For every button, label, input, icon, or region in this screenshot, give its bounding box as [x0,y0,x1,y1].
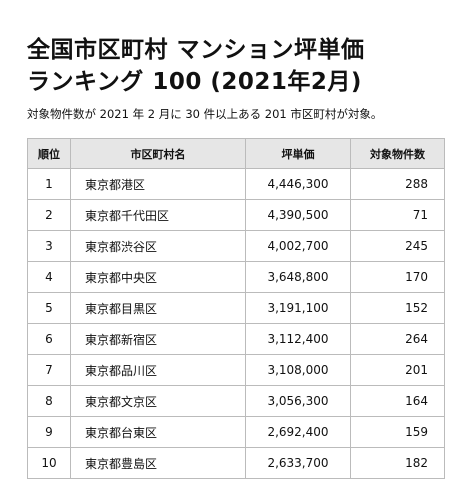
table-cell: 4,446,300 [245,168,351,200]
subtitle: 対象物件数が 2021 年 2 月に 30 件以上ある 201 市区町村が対象。 [27,107,383,121]
table-row: 3 東京都渋谷区 4,002,700 245 [27,230,445,262]
table-row: 1 東京都港区 4,446,300 288 [27,168,445,200]
table-cell: 2 [27,199,71,231]
table-cell: 3,191,100 [245,292,351,324]
table-row: 7 東京都品川区 3,108,000 201 [27,354,445,386]
table-cell: 東京都品川区 [70,354,246,386]
table-cell: 5 [27,292,71,324]
table-cell: 182 [350,447,445,479]
table-cell: 東京都渋谷区 [70,230,246,262]
table-cell: 152 [350,292,445,324]
table-cell: 10 [27,447,71,479]
table-cell: 264 [350,323,445,355]
title: 全国市区町村 マンション坪単価 [27,37,365,63]
table-cell: 4,002,700 [245,230,351,262]
table-row: 5 東京都目黒区 3,191,100 152 [27,292,445,324]
table-cell: 東京都文京区 [70,385,246,417]
table-cell: 3,112,400 [245,323,351,355]
table-cell: 3,648,800 [245,261,351,293]
column-header: 対象物件数 [350,138,445,169]
table-cell: 東京都新宿区 [70,323,246,355]
table-cell: 6 [27,323,71,355]
table-cell: 288 [350,168,445,200]
table-row: 2 東京都千代田区 4,390,500 71 [27,199,445,231]
table-cell: 201 [350,354,445,386]
table-row: 6 東京都新宿区 3,112,400 264 [27,323,445,355]
table-body: 1 東京都港区 4,446,300 288 2 東京都千代田区 4,390,500 71 3 東京… [27,168,445,479]
table-cell: 2,633,700 [245,447,351,479]
table-cell: 7 [27,354,71,386]
header-row: 順位 市区町村名 坪単価 対象物件数 [27,138,445,169]
column-header: 市区町村名 [70,138,246,169]
table-cell: 9 [27,416,71,448]
table-cell: 71 [350,199,445,231]
ranking-table: 順位 市区町村名 坪単価 対象物件数 1 東京都港区 4,446,300 288 2 東京都千代… [27,138,445,479]
table-cell: 8 [27,385,71,417]
table-cell: 3,056,300 [245,385,351,417]
table-cell: 2,692,400 [245,416,351,448]
table-cell: 東京都台東区 [70,416,246,448]
table-cell: 東京都港区 [70,168,246,200]
column-header: 順位 [27,138,71,169]
table-cell: 164 [350,385,445,417]
table-cell: 東京都千代田区 [70,199,246,231]
column-header: 坪単価 [245,138,351,169]
table-row: 10 東京都豊島区 2,633,700 182 [27,447,445,479]
table-cell: 東京都目黒区 [70,292,246,324]
table-cell: 245 [350,230,445,262]
table-cell: 東京都豊島区 [70,447,246,479]
table-row: 8 東京都文京区 3,056,300 164 [27,385,445,417]
table-row: 4 東京都中央区 3,648,800 170 [27,261,445,293]
table-row: 9 東京都台東区 2,692,400 159 [27,416,445,448]
table-cell: 東京都中央区 [70,261,246,293]
table-cell: 3 [27,230,71,262]
table-cell: 4,390,500 [245,199,351,231]
table-cell: 3,108,000 [245,354,351,386]
table-cell: 170 [350,261,445,293]
title: ランキング 100 (2021年2月) [27,69,362,95]
table-cell: 1 [27,168,71,200]
table-cell: 4 [27,261,71,293]
table-cell: 159 [350,416,445,448]
